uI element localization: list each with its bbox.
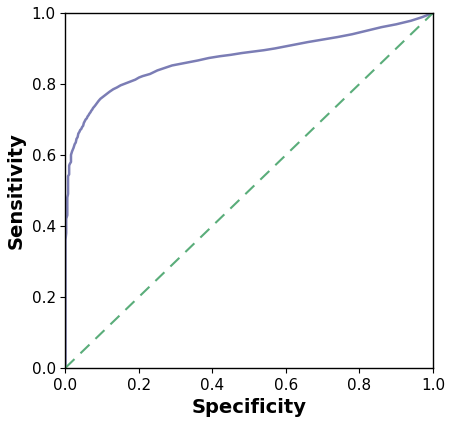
Y-axis label: Sensitivity: Sensitivity xyxy=(7,132,26,249)
X-axis label: Specificity: Specificity xyxy=(191,398,306,417)
